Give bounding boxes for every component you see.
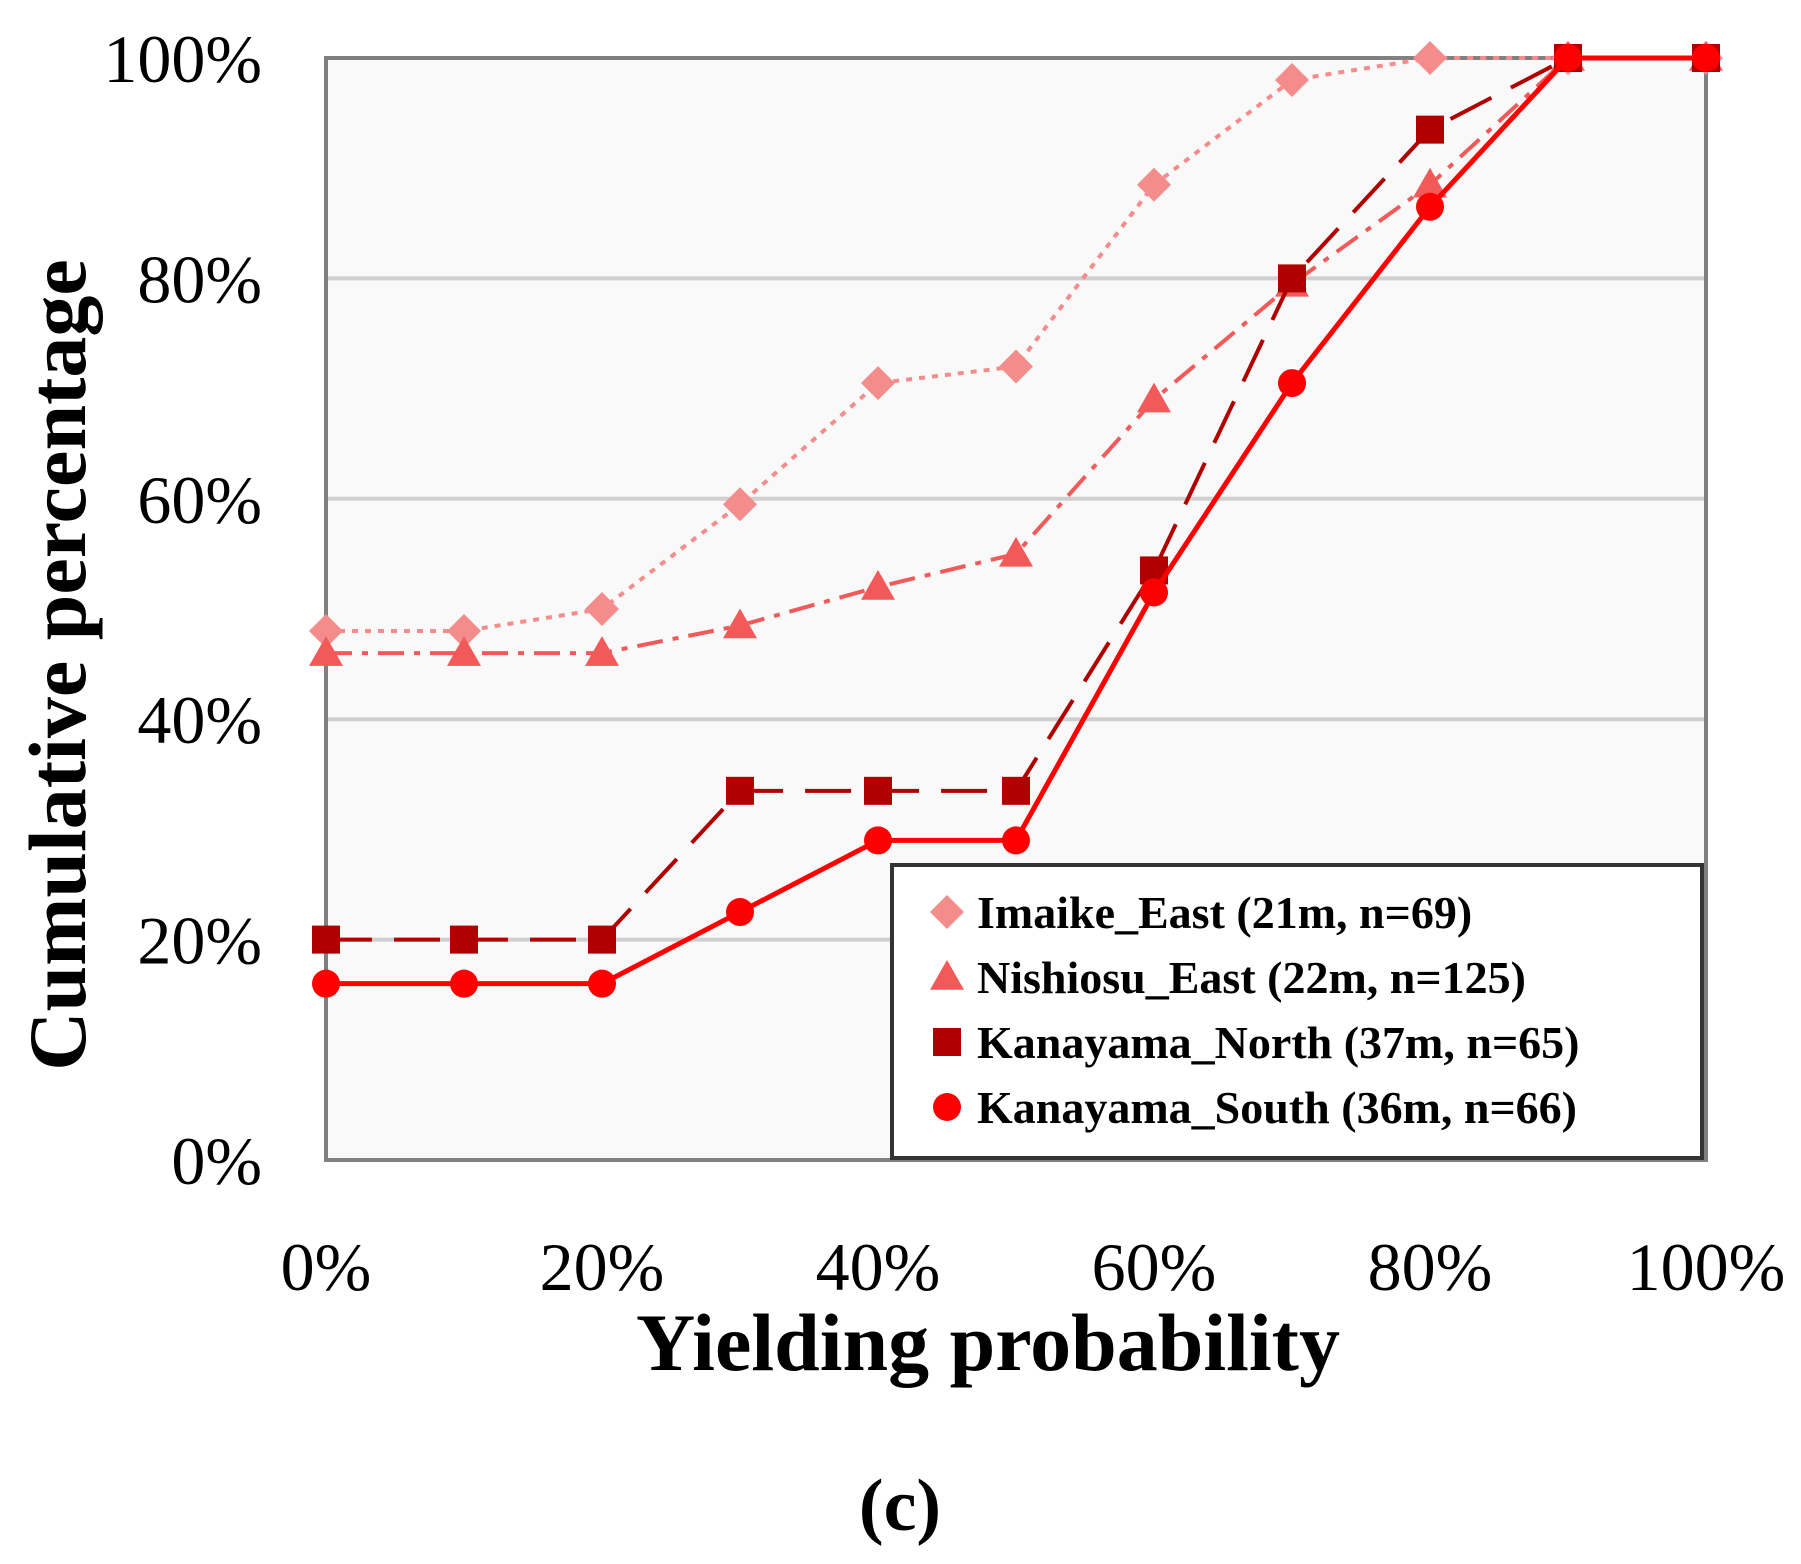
data-point-triangle xyxy=(1137,382,1171,413)
x-axis-title: Yielding probability xyxy=(636,1297,1340,1388)
legend-marker-triangle xyxy=(930,960,964,990)
legend: Imaike_East (21m, n=69) Nishiosu_East (22… xyxy=(890,863,1704,1160)
data-point-circle xyxy=(1554,44,1582,72)
panel-label: (c) xyxy=(859,1465,941,1547)
data-point-triangle xyxy=(1413,167,1447,198)
y-tick-label: 0% xyxy=(171,1123,262,1199)
data-point-square xyxy=(1416,115,1444,144)
legend-label: Kanayama_South (36m, n=66) xyxy=(977,1082,1577,1133)
data-point-circle xyxy=(1140,578,1168,607)
legend-marker-square xyxy=(933,1028,961,1056)
data-point-diamond xyxy=(999,349,1033,384)
data-point-diamond xyxy=(1275,63,1309,98)
data-point-diamond xyxy=(723,487,757,522)
data-point-circle xyxy=(1692,44,1720,72)
legend-item: Nishiosu_East (22m, n=125) xyxy=(930,952,1526,1003)
data-point-square xyxy=(450,925,478,954)
data-point-circle xyxy=(1416,192,1444,221)
x-tick-label: 100% xyxy=(1627,1229,1786,1305)
data-point-square xyxy=(1278,264,1306,293)
legend-label: Kanayama_North (37m, n=65) xyxy=(977,1017,1579,1068)
legend-marker-diamond xyxy=(930,895,964,929)
data-point-circle xyxy=(864,826,892,855)
legend-marker-circle xyxy=(933,1093,961,1121)
legend-item: Kanayama_South (36m, n=66) xyxy=(933,1082,1577,1133)
y-tick-label: 100% xyxy=(103,21,262,97)
x-tick-label: 80% xyxy=(1368,1229,1493,1305)
y-tick-label: 60% xyxy=(137,462,262,538)
legend-box xyxy=(890,863,1704,1160)
legend-label: Nishiosu_East (22m, n=125) xyxy=(977,952,1526,1003)
data-point-circle xyxy=(1002,826,1030,855)
tick-layer: 0% 20% 40% 60% 80% 100% 0% 20% 40% 60% 80% 100% xyxy=(103,21,1785,1305)
data-point-diamond xyxy=(1413,41,1447,75)
data-point-circle xyxy=(312,969,340,998)
x-tick-label: 0% xyxy=(281,1229,372,1305)
legend-item: Imaike_East (21m, n=69) xyxy=(930,887,1472,938)
y-axis-title: Cumulative percentage xyxy=(12,259,103,1071)
data-point-square xyxy=(726,776,754,805)
data-point-square xyxy=(312,925,340,954)
data-point-diamond xyxy=(447,614,481,649)
data-point-square xyxy=(588,925,616,954)
legend-item: Kanayama_North (37m, n=65) xyxy=(933,1017,1579,1068)
data-point-diamond xyxy=(861,366,895,401)
data-point-circle xyxy=(450,969,478,998)
data-point-triangle xyxy=(447,636,481,666)
y-tick-label: 80% xyxy=(137,241,262,317)
data-point-circle xyxy=(588,969,616,998)
data-point-triangle xyxy=(585,636,619,666)
x-tick-label: 40% xyxy=(816,1229,941,1305)
y-tick-label: 40% xyxy=(137,682,262,758)
legend-label: Imaike_East (21m, n=69) xyxy=(977,887,1472,938)
data-point-square xyxy=(864,776,892,805)
data-point-diamond xyxy=(1137,167,1171,202)
data-point-square xyxy=(1002,776,1030,805)
series-circle xyxy=(312,44,1720,998)
data-point-triangle xyxy=(309,636,343,666)
data-point-circle xyxy=(1278,369,1306,398)
x-tick-label: 60% xyxy=(1092,1229,1217,1305)
x-tick-label: 20% xyxy=(540,1229,665,1305)
data-point-circle xyxy=(726,898,754,927)
y-tick-label: 20% xyxy=(137,903,262,979)
data-point-diamond xyxy=(585,592,619,626)
series-layer xyxy=(309,41,1723,998)
data-point-triangle xyxy=(861,569,895,600)
data-point-triangle xyxy=(723,608,757,639)
data-point-triangle xyxy=(999,536,1033,567)
data-point-diamond xyxy=(309,614,343,649)
